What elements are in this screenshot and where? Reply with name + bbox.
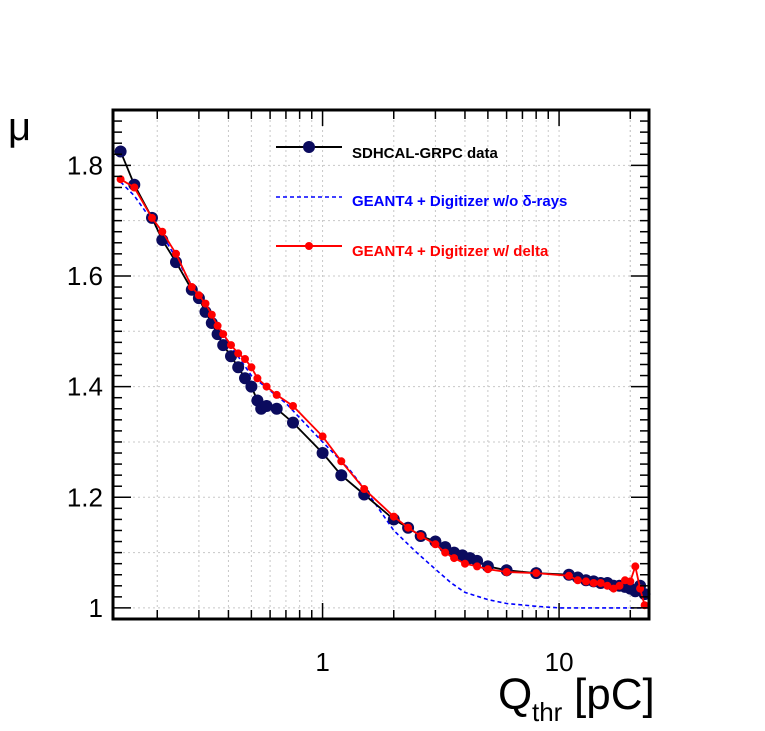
y-tick-label: 1	[89, 593, 103, 623]
data-point	[603, 581, 612, 590]
data-point	[389, 512, 398, 521]
label-layer: 1 1.2 1.4 1.6 1.8 1 10	[67, 150, 574, 677]
legend-entry-delta: GEANT4 + Digitizer w/ delta	[276, 242, 549, 260]
data-point	[502, 568, 511, 576]
tick-layer	[113, 109, 649, 619]
data-point	[260, 400, 273, 412]
data-point	[241, 355, 249, 363]
data-point	[234, 349, 243, 358]
data-point	[416, 532, 425, 540]
data-point	[194, 291, 203, 300]
legend-label-delta: GEANT4 + Digitizer w/ delta	[352, 243, 549, 260]
data-point	[116, 175, 125, 184]
legend-entry-data: SDHCAL-GRPC data	[276, 141, 498, 162]
data-point	[272, 390, 281, 399]
legend-label-data: SDHCAL-GRPC data	[352, 145, 498, 162]
series-line-0	[119, 151, 646, 595]
data-point	[287, 416, 299, 429]
data-point	[148, 213, 156, 222]
series-layer	[114, 145, 651, 610]
data-point	[582, 577, 590, 586]
data-point	[441, 548, 450, 557]
data-point	[596, 579, 605, 587]
data-point	[573, 576, 582, 585]
y-axis-title: μ	[8, 105, 31, 149]
data-point	[631, 562, 640, 571]
data-point	[404, 523, 413, 532]
data-point	[158, 227, 167, 236]
grid-layer	[113, 109, 649, 619]
data-point	[225, 350, 237, 363]
data-point	[564, 571, 573, 580]
data-point	[253, 374, 262, 383]
data-point	[172, 249, 180, 258]
data-point	[270, 402, 283, 415]
y-tick-label: 1.8	[67, 150, 103, 180]
data-point	[239, 372, 251, 385]
data-point	[483, 565, 492, 574]
data-point	[360, 485, 369, 493]
plot-frame	[111, 108, 651, 621]
y-tick-label: 1.4	[67, 372, 103, 402]
data-point	[473, 562, 482, 571]
data-point	[431, 540, 440, 549]
data-point	[201, 299, 210, 308]
data-point	[461, 559, 469, 568]
x-tick-label: 1	[315, 647, 329, 677]
data-point	[318, 432, 327, 441]
data-point	[227, 341, 235, 350]
data-point	[213, 321, 222, 330]
x-axis-title-unit: [pC]	[574, 670, 655, 719]
data-point	[335, 469, 348, 482]
data-point	[114, 145, 127, 158]
data-point	[532, 569, 541, 578]
data-point	[289, 402, 297, 410]
legend-entry-no-delta: GEANT4 + Digitizer w/o δ-rays	[276, 193, 567, 210]
data-point	[217, 339, 230, 352]
data-point	[316, 447, 329, 459]
legend-label-no-delta: GEANT4 + Digitizer w/o δ-rays	[352, 193, 567, 210]
data-point	[615, 581, 624, 590]
data-point	[589, 579, 598, 587]
y-tick-label: 1.6	[67, 261, 103, 291]
data-point	[207, 310, 216, 319]
data-point	[337, 457, 346, 466]
data-point	[232, 361, 245, 374]
data-point	[245, 380, 258, 393]
data-point	[130, 183, 139, 192]
data-point	[187, 283, 196, 291]
data-point	[636, 584, 645, 593]
data-point	[262, 382, 271, 391]
legend-marker-data	[303, 141, 315, 153]
x-axis-title-sub: thr	[532, 697, 563, 727]
legend-marker-delta	[305, 242, 313, 250]
y-tick-label: 1.2	[67, 482, 103, 512]
legend: SDHCAL-GRPC data GEANT4 + Digitizer w/o …	[276, 141, 567, 260]
data-point	[247, 363, 256, 372]
x-axis-title-main: Q	[498, 670, 532, 719]
data-point	[450, 554, 459, 563]
data-point	[626, 577, 635, 586]
data-point	[219, 330, 228, 339]
x-tick-label: 10	[545, 647, 574, 677]
